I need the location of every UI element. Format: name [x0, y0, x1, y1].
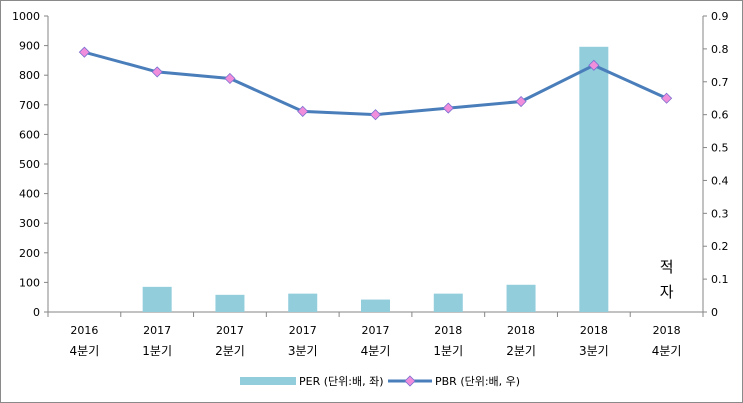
left-tick-label: 200	[19, 247, 40, 260]
pbr-marker	[515, 95, 527, 108]
legend-pbr-marker	[404, 375, 416, 387]
x-tick-label-quarter: 3분기	[579, 344, 609, 358]
left-tick-label: 800	[19, 69, 40, 82]
per-bar	[506, 284, 536, 312]
x-tick-label-year: 2017	[362, 324, 390, 337]
x-tick-label-quarter: 1분기	[142, 344, 172, 358]
x-tick-label-year: 2017	[216, 324, 244, 337]
x-tick-label-quarter: 4분기	[70, 344, 100, 358]
right-tick-label: 0.7	[711, 76, 729, 89]
right-tick-label: 0.1	[711, 273, 729, 286]
x-tick-label-year: 2018	[653, 324, 681, 337]
legend-per-label: PER (단위:배, 좌)	[299, 375, 384, 388]
per-bar	[215, 294, 245, 312]
deficit-annotation: 자	[660, 283, 674, 301]
x-tick-label-quarter: 1분기	[433, 344, 463, 358]
right-tick-label: 0.8	[711, 43, 729, 56]
pbr-line	[83, 50, 668, 117]
left-tick-label: 500	[19, 158, 40, 171]
right-tick-label: 0.2	[711, 240, 729, 253]
per-bar	[579, 46, 609, 313]
legend-per-swatch	[240, 377, 296, 385]
left-tick-label: 700	[19, 99, 40, 112]
x-tick-label-quarter: 4분기	[361, 344, 391, 358]
per-bar	[361, 299, 390, 312]
per-bar	[433, 293, 463, 312]
x-tick-label-year: 2018	[434, 324, 462, 337]
left-tick-label: 300	[19, 217, 40, 230]
pbr-marker	[78, 46, 90, 58]
x-tick-label-quarter: 2분기	[215, 344, 245, 358]
pbr-marker	[151, 66, 163, 78]
per-bar	[288, 293, 318, 312]
left-tick-label: 100	[19, 276, 40, 289]
x-tick-label-quarter: 4분기	[652, 344, 682, 358]
x-tick-label-year: 2018	[507, 324, 535, 337]
x-tick-label-year: 2017	[143, 324, 171, 337]
pbr-marker	[224, 72, 236, 85]
right-tick-label: 0.9	[711, 10, 729, 23]
right-tick-label: 0.5	[711, 142, 729, 155]
x-tick-label-year: 2016	[70, 324, 98, 337]
left-tick-label: 900	[19, 40, 40, 53]
per-bar	[142, 286, 172, 312]
left-tick-label: 400	[19, 188, 40, 201]
left-tick-label: 600	[19, 128, 40, 141]
pbr-marker	[661, 92, 673, 104]
x-tick-label-year: 2017	[289, 324, 317, 337]
x-tick-label-quarter: 2분기	[506, 344, 536, 358]
x-tick-label-quarter: 3분기	[288, 344, 318, 358]
pbr-marker	[369, 109, 382, 121]
deficit-annotation: 적	[660, 258, 674, 276]
right-tick-label: 0.4	[711, 174, 729, 187]
pbr-marker	[297, 105, 309, 117]
right-tick-label: 0	[711, 306, 718, 319]
pbr-marker	[588, 59, 600, 71]
legend-pbr-label: PBR (단위:배, 우)	[435, 375, 520, 388]
x-tick-label-year: 2018	[580, 324, 608, 337]
pbr-marker	[442, 102, 454, 114]
left-tick-label: 1000	[12, 10, 40, 23]
left-tick-label: 0	[33, 306, 40, 319]
right-tick-label: 0.3	[711, 207, 729, 220]
right-tick-label: 0.6	[711, 109, 729, 122]
